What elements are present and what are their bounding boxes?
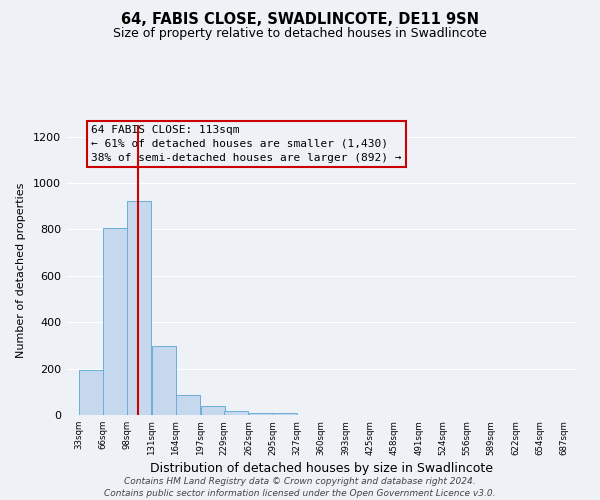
Bar bbox=[249, 412, 273, 415]
Bar bbox=[274, 413, 298, 415]
Bar bbox=[224, 411, 248, 415]
Bar bbox=[127, 202, 151, 415]
Text: Contains HM Land Registry data © Crown copyright and database right 2024.: Contains HM Land Registry data © Crown c… bbox=[124, 478, 476, 486]
Y-axis label: Number of detached properties: Number of detached properties bbox=[16, 182, 26, 358]
Text: Size of property relative to detached houses in Swadlincote: Size of property relative to detached ho… bbox=[113, 28, 487, 40]
Bar bbox=[176, 396, 200, 415]
Text: Contains public sector information licensed under the Open Government Licence v3: Contains public sector information licen… bbox=[104, 489, 496, 498]
Bar bbox=[152, 346, 176, 415]
Bar bbox=[79, 370, 103, 415]
Bar bbox=[103, 228, 127, 415]
Text: 64, FABIS CLOSE, SWADLINCOTE, DE11 9SN: 64, FABIS CLOSE, SWADLINCOTE, DE11 9SN bbox=[121, 12, 479, 28]
X-axis label: Distribution of detached houses by size in Swadlincote: Distribution of detached houses by size … bbox=[149, 462, 493, 474]
Text: 64 FABIS CLOSE: 113sqm
← 61% of detached houses are smaller (1,430)
38% of semi-: 64 FABIS CLOSE: 113sqm ← 61% of detached… bbox=[91, 125, 402, 163]
Bar bbox=[200, 406, 224, 415]
